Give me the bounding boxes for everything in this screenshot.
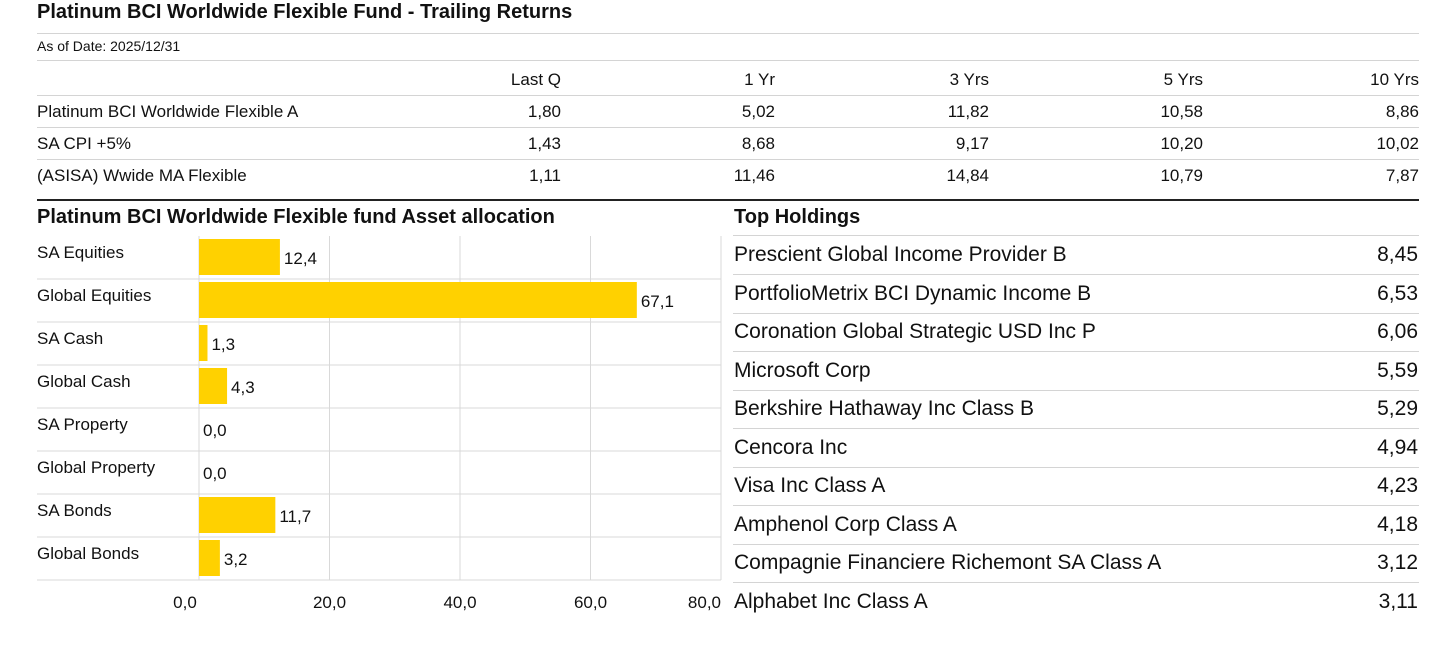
category-label: Global Cash [37,372,131,391]
cell-value: 11,46 [561,159,775,191]
cell-value: 8,68 [561,127,775,160]
bar-value-label: 4,3 [231,378,255,397]
allocation-title: Platinum BCI Worldwide Flexible fund Ass… [37,206,555,228]
column-header: 10 Yrs [1370,69,1419,89]
category-label: Global Equities [37,286,152,305]
holding-name: Coronation Global Strategic USD Inc P [734,320,1096,343]
holding-row: Compagnie Financiere Richemont SA Class … [733,544,1419,583]
holding-weight: 6,06 [1377,320,1418,343]
row-name: SA CPI +5% [37,127,361,160]
cell-value: 5,02 [561,95,775,128]
holding-weight: 5,29 [1377,397,1418,420]
bar [199,325,208,361]
cell-value: 10,58 [989,95,1203,128]
holding-row: Amphenol Corp Class A 4,18 [733,506,1419,545]
bar [199,540,220,576]
column-header: 3 Yrs [949,69,989,89]
cell-value: 10,79 [989,159,1203,191]
category-label: Global Property [37,458,156,477]
holding-name: Prescient Global Income Provider B [734,243,1067,266]
holding-name: Cencora Inc [734,435,848,459]
cell-value: 7,87 [1203,159,1419,191]
holding-name: Berkshire Hathaway Inc Class B [734,397,1034,420]
bar-value-label: 11,7 [279,507,311,526]
x-tick-label: 80,0 [688,593,721,612]
holding-weight: 4,18 [1377,512,1418,536]
cell-value: 1,11 [361,159,561,191]
column-header: 1 Yr [744,69,775,89]
bar [199,282,637,318]
holding-weight: 3,12 [1377,551,1418,574]
bar-value-label: 1,3 [211,335,235,354]
x-tick-label: 0,0 [173,593,197,612]
holdings-title: Top Holdings [734,206,861,228]
category-label: Global Bonds [37,544,140,563]
bar [199,239,280,275]
holding-weight: 4,23 [1377,474,1418,497]
table-row: SA CPI +5% 1,43 8,68 9,17 10,20 10,02 [37,127,1419,160]
holding-row: Cencora Inc 4,94 [733,429,1419,468]
cell-value: 11,82 [775,95,989,128]
holding-row: Prescient Global Income Provider B 8,45 [733,236,1419,275]
as-of-date: As of Date: 2025/12/31 [37,38,181,54]
cell-value: 10,20 [989,127,1203,160]
category-label: SA Property [37,415,128,434]
x-tick-label: 60,0 [574,593,607,612]
category-label: SA Cash [37,329,104,348]
divider [37,60,1419,61]
category-label: SA Equities [37,243,124,262]
holding-name: Microsoft Corp [734,358,871,382]
x-tick-label: 40,0 [443,593,476,612]
returns-title: Platinum BCI Worldwide Flexible Fund - T… [37,1,573,23]
divider [37,33,1419,34]
holding-row: Berkshire Hathaway Inc Class B 5,29 [733,390,1419,429]
holding-name: Compagnie Financiere Richemont SA Class … [734,551,1162,574]
table-header-row: Last Q 1 Yr 3 Yrs 5 Yrs 10 Yrs [37,64,1419,96]
holding-row: Visa Inc Class A 4,23 [733,467,1419,506]
cell-value: 9,17 [775,127,989,160]
holding-weight: 3,11 [1378,589,1418,613]
cell-value: 10,02 [1203,127,1419,160]
cell-value: 8,86 [1203,95,1419,128]
trailing-returns-table: Last Q 1 Yr 3 Yrs 5 Yrs 10 Yrs Platinum … [37,64,1419,191]
bar-value-label: 3,2 [224,550,248,569]
row-name: (ASISA) Wwide MA Flexible [37,159,361,191]
holding-name: Alphabet Inc Class A [734,589,928,613]
holding-name: PortfolioMetrix BCI Dynamic Income B [734,281,1092,305]
cell-value: 14,84 [775,159,989,191]
holding-weight: 4,94 [1377,435,1418,459]
holding-row: Microsoft Corp 5,59 [733,352,1419,391]
table-row: Platinum BCI Worldwide Flexible A 1,80 5… [37,95,1419,128]
row-name: Platinum BCI Worldwide Flexible A [37,95,361,128]
bar-value-label: 67,1 [641,292,674,311]
holding-name: Amphenol Corp Class A [734,512,957,536]
holding-row: Coronation Global Strategic USD Inc P 6,0… [733,313,1419,352]
cell-value: 1,43 [361,127,561,160]
holding-name: Visa Inc Class A [734,474,886,497]
column-header: 5 Yrs [1163,69,1203,89]
x-tick-label: 20,0 [313,593,346,612]
holding-row: Alphabet Inc Class A 3,11 [733,583,1419,621]
bar-value-label: 0,0 [203,421,227,440]
category-label: SA Bonds [37,501,112,520]
cell-value: 1,80 [361,95,561,128]
holding-weight: 8,45 [1377,243,1418,266]
divider [733,235,1419,236]
bar [199,497,276,533]
holding-weight: 6,53 [1377,281,1418,305]
bar-value-label: 12,4 [284,249,317,268]
holding-row: PortfolioMetrix BCI Dynamic Income B 6,53 [733,275,1419,314]
table-row: (ASISA) Wwide MA Flexible 1,11 11,46 14,… [37,159,1419,191]
column-header: Last Q [510,69,561,89]
bar [199,368,228,404]
holding-weight: 5,59 [1377,358,1418,382]
bar-value-label: 0,0 [203,464,227,483]
section-divider [37,199,1419,201]
